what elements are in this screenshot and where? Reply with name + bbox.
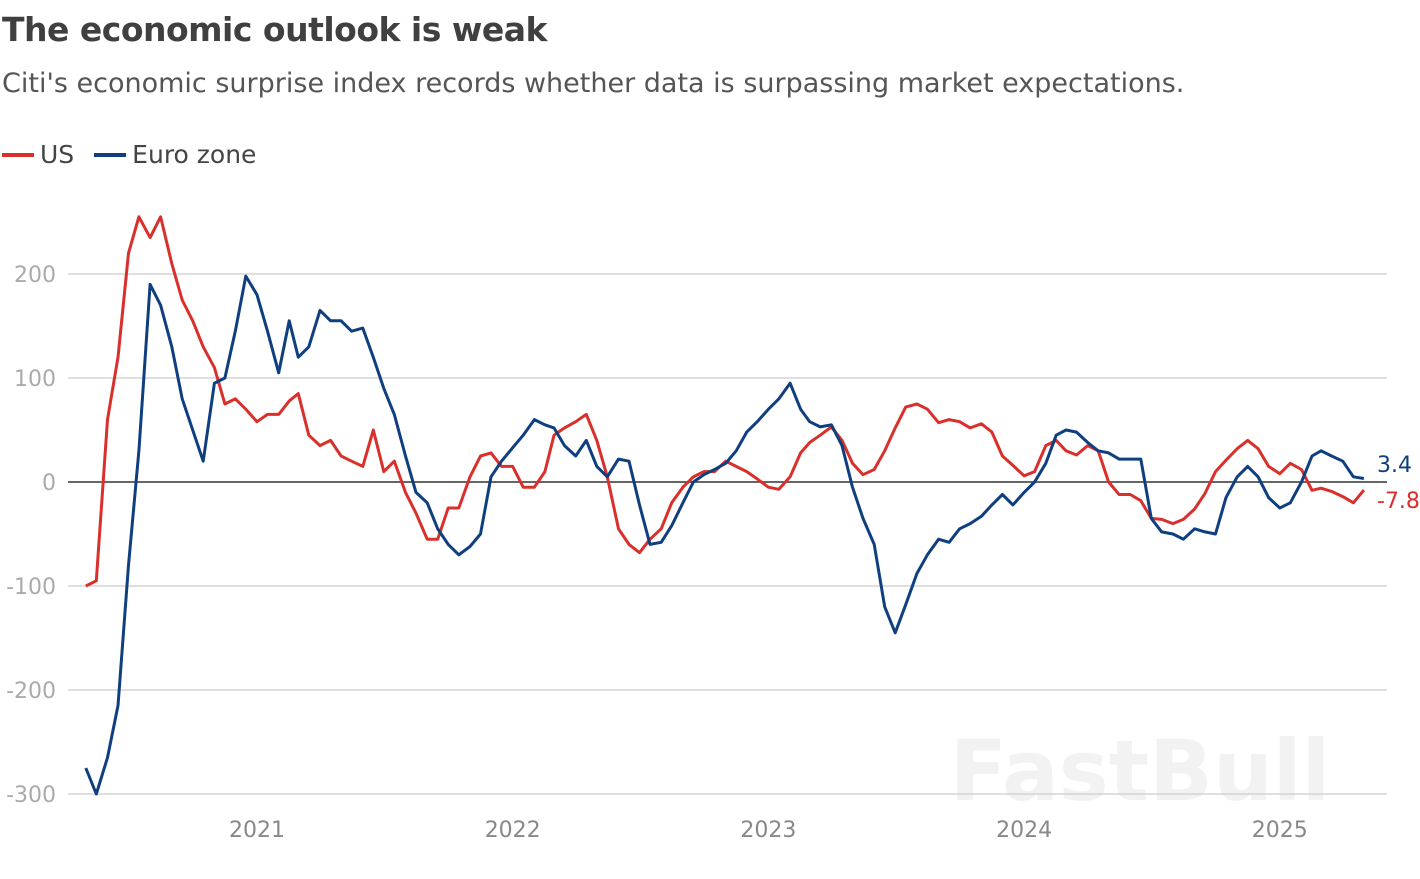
legend-label-euro-zone: Euro zone (132, 140, 257, 169)
x-tick-label: 2023 (740, 818, 796, 843)
x-tick-label: 2022 (485, 818, 541, 843)
x-tick-label: 2021 (229, 818, 285, 843)
end-label-euro-zone: 3.4 (1377, 453, 1412, 478)
series-line-euro-zone (84, 274, 1365, 796)
legend: US Euro zone (2, 140, 276, 169)
chart-subtitle: Citi's economic surprise index records w… (2, 68, 1185, 99)
x-tick-label: 2025 (1252, 818, 1308, 843)
watermark: FastBull (950, 722, 1331, 820)
legend-swatch-euro-zone (94, 152, 127, 157)
legend-item-euro-zone: Euro zone (94, 140, 256, 169)
y-tick-label: -100 (6, 575, 56, 600)
chart-title: The economic outlook is weak (2, 10, 547, 49)
y-tick-label: 0 (42, 471, 56, 496)
y-tick-label: -200 (6, 679, 56, 704)
legend-label-us: US (40, 140, 75, 169)
end-label-us: -7.8 (1377, 489, 1420, 514)
y-tick-label: 200 (14, 263, 56, 288)
x-tick-label: 2024 (996, 818, 1052, 843)
legend-item-us: US (2, 140, 74, 169)
series-line-us (85, 215, 1366, 588)
legend-swatch-us (2, 152, 34, 157)
y-tick-label: -300 (6, 783, 56, 808)
y-tick-label: 100 (14, 367, 56, 392)
